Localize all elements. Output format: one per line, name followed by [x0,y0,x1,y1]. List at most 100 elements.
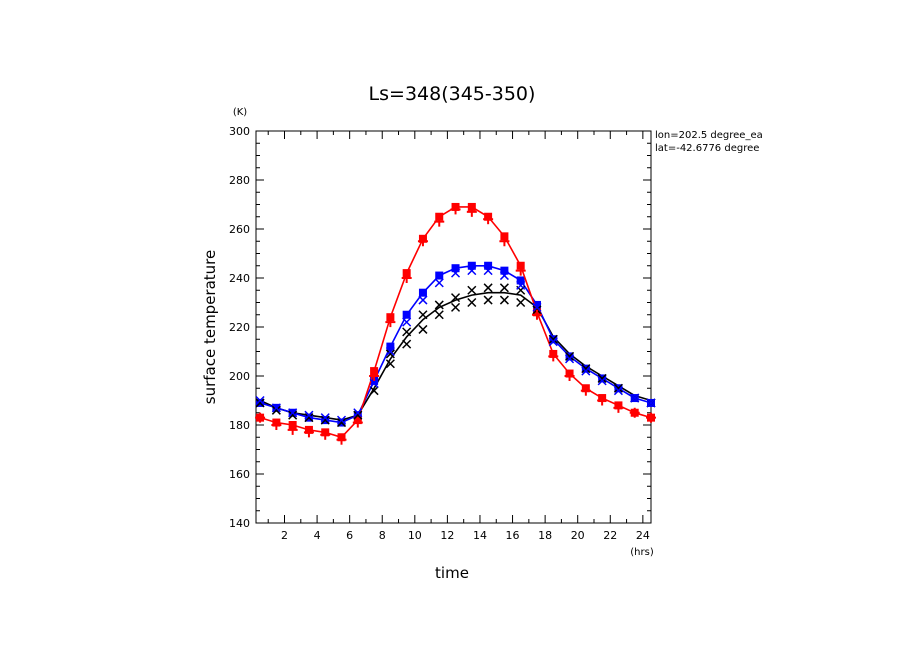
scatter-mark [499,295,509,305]
y-tick-label: 240 [229,272,250,285]
data-point [500,266,509,275]
data-point [467,261,476,270]
x-tick-label: 2 [281,529,288,542]
scatter-mark [613,383,623,393]
x-tick-label: 20 [571,529,585,542]
scatter-mark [516,280,526,290]
x-tick-label: 16 [506,529,520,542]
scatter-mark [467,285,477,295]
scatter-mark [499,271,509,281]
scatter-mark [565,351,575,361]
scatter-mark [336,415,347,425]
scatter-mark [565,354,575,364]
series-markers [255,204,656,445]
scatter-mark [630,393,640,403]
scatter-mark [288,408,298,418]
data-point [435,271,444,280]
scatter-mark [402,317,412,327]
x-tick-label: 24 [636,529,650,542]
data-point [451,264,460,273]
scatter-mark [385,346,395,357]
scatter-mark [434,310,444,320]
y-tick-label: 300 [229,125,250,138]
y-unit-label: (K) [233,107,247,118]
scatter-mark [597,373,607,383]
scatter-mark [255,395,265,406]
series-lines [256,202,655,442]
y-tick-label: 200 [229,370,250,383]
x-tick-label: 6 [346,529,353,542]
scatter-mark [451,268,461,278]
scatter-mark [483,266,493,276]
scatter-mark [271,405,281,415]
x-tick-label: 12 [440,529,454,542]
y-tick-label: 280 [229,174,250,187]
data-point [386,342,395,351]
x-tick-label: 10 [408,529,422,542]
annotation-text: lon=202.5 degree_ea [655,130,763,141]
annotations: lon=202.5 degree_ea lat=-42.6776 degree [655,130,763,154]
scatter-mark [288,410,298,420]
scatter-mark [581,364,591,374]
scatter-mark [336,418,347,428]
axis-ticks [256,130,651,524]
y-tick-label: 260 [229,223,250,236]
chart-title: Ls=348(345-350) [369,83,536,105]
data-point [516,276,525,285]
scatter-mark [467,266,477,276]
scatter-mark [418,310,428,320]
y-tick-label: 160 [229,468,250,481]
scatter-mark [532,302,542,312]
scatter-mark [548,334,558,344]
x-tick-label: 4 [314,529,321,542]
y-axis-title: surface temperature [201,250,219,405]
x-unit-label: (hrs) [630,547,654,558]
data-point [402,310,411,319]
scatter-mark [451,293,461,303]
x-tick-label: 8 [379,529,386,542]
scatter-mark [548,337,558,347]
scatter-mark [369,378,379,388]
annotation-text: lat=-42.6776 degree [655,143,759,154]
plot-frame [255,130,652,524]
scatter-mark [434,278,444,288]
scatter-mark [516,297,526,308]
data-point [418,288,427,297]
data-point [484,261,493,270]
scatter-mark [271,403,281,413]
scatter-mark [320,415,330,425]
scatter-mark [385,349,395,359]
scatter-mark [581,366,591,376]
y-tick-label: 180 [229,419,250,432]
scatter-mark [402,339,412,349]
scatter-mark [499,283,509,293]
x-tick-label: 14 [473,529,487,542]
scatter-mark [483,283,493,293]
scatter-mark [353,410,363,420]
scatter-mark [646,398,656,408]
series-line [259,206,652,439]
x-tick-label: 18 [538,529,552,542]
scatter-mark [434,300,444,310]
scatter-mark [255,398,265,408]
scatter-mark [402,327,412,337]
x-axis-title: time [435,564,469,582]
scatter-mark [483,295,493,305]
x-tick-label: 22 [603,529,617,542]
y-tick-label: 140 [229,517,250,530]
y-tick-label: 220 [229,321,250,334]
scatter-mark [353,408,363,418]
scatter-mark [304,413,314,423]
scatter-mark [597,376,607,386]
scatter-mark [467,297,477,308]
scatter-mark [385,359,395,369]
scatter-mark [304,410,314,420]
series-line [259,291,652,421]
scatter-mark [451,302,461,312]
data-point [532,300,541,309]
scatter-mark [613,386,623,396]
scatter-mark [418,295,428,305]
scatter-mark [418,324,428,334]
